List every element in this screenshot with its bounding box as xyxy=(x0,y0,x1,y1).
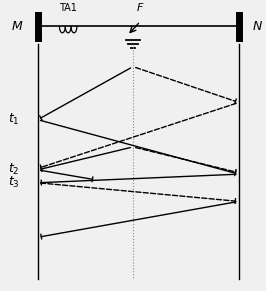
Text: $t_3$: $t_3$ xyxy=(8,175,20,190)
Text: F: F xyxy=(136,3,143,13)
Text: N: N xyxy=(253,20,262,33)
Text: M: M xyxy=(11,20,22,33)
Text: TA1: TA1 xyxy=(59,3,77,13)
Text: $t_2$: $t_2$ xyxy=(8,162,20,178)
Text: $t_1$: $t_1$ xyxy=(8,112,20,127)
